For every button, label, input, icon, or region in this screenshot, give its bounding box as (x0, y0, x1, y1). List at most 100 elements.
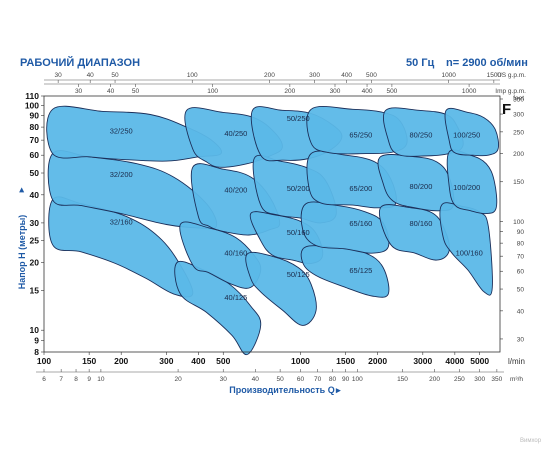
imp-gpm-tick-label: 200 (284, 88, 295, 95)
y-axis-arrow-icon: ▸ (16, 187, 26, 193)
region-65-125 (300, 245, 390, 298)
region-label-80-200: 80/200 (409, 182, 432, 191)
frequency-label: 50 Гц (406, 57, 435, 69)
bottom-tick-label: 150 (82, 356, 96, 366)
plot-frame (43, 95, 501, 353)
left-tick-label: 40 (30, 190, 40, 200)
x-axis-arrow-icon: ▸ (335, 385, 341, 395)
y-axis-title: Напор H (метры) (17, 215, 27, 290)
bottom-tick-label: 3000 (413, 356, 432, 366)
left-tick-label: 100 (25, 100, 39, 110)
bottom-tick-label: 400 (191, 356, 205, 366)
m3h-tick-label: 80 (329, 376, 337, 383)
us-gpm-tick-label: 400 (341, 72, 352, 79)
imp-gpm-tick-label: 300 (330, 88, 341, 95)
m3h-tick-label: 30 (220, 376, 228, 383)
region-label-100-160: 100/160 (456, 248, 483, 257)
region-label-80-250: 80/250 (409, 130, 432, 139)
us-gpm-unit-label: US g.p.m. (497, 72, 526, 79)
bottom-tick-label: 500 (216, 356, 230, 366)
right-tick-label: 350 (513, 96, 524, 103)
m3h-tick-label: 9 (87, 376, 91, 383)
imp-gpm-tick-label: 1000 (462, 88, 477, 95)
imp-gpm-axis: 30 40 50 100 200 300 400 500 1000 Imp g.p.m. (44, 83, 526, 95)
bottom-tick-label: 200 (114, 356, 128, 366)
right-tick-label: 50 (517, 287, 525, 294)
us-gpm-tick-label: 300 (309, 72, 320, 79)
right-tick-label: 30 (517, 336, 525, 343)
region-50-125 (245, 251, 317, 326)
left-tick-label: 90 (30, 111, 40, 121)
chart-title: РАБОЧИЙ ДИАПАЗОН (20, 56, 140, 69)
left-tick-label: 9 (34, 335, 39, 345)
m3h-tick-label: 100 (352, 376, 363, 383)
right-tick-label: 200 (513, 151, 524, 158)
imp-gpm-tick-label: 30 (75, 88, 83, 95)
left-tick-label: 25 (30, 236, 40, 246)
imp-gpm-tick-label: 400 (362, 88, 373, 95)
m3h-tick-label: 300 (474, 376, 485, 383)
left-tick-label: 80 (30, 122, 40, 132)
region-label-40-200: 40/200 (224, 185, 247, 194)
us-gpm-tick-label: 40 (87, 72, 95, 79)
x-axis-title: Производительность Q (229, 385, 334, 395)
region-label-65-125: 65/125 (349, 266, 372, 275)
flow-axis-lmin: 100 150 200 300 400 500 1000 1500 2000 3000 4000 50… (37, 352, 525, 366)
us-gpm-tick-label: 200 (264, 72, 275, 79)
left-tick-label: 60 (30, 150, 40, 160)
flow-axis-m3h: 6 7 8 9 10 20 30 40 50 60 70 80 90 100 150 200 250 300 350… (36, 369, 523, 383)
region-label-40-125: 40/125 (224, 293, 247, 302)
bottom-tick-label: 100 (37, 356, 51, 366)
bottom-tick-label: 1000 (291, 356, 310, 366)
region-label-40-250: 40/250 (224, 129, 247, 138)
operating-regions (46, 105, 500, 355)
imp-gpm-tick-label: 100 (207, 88, 218, 95)
right-tick-label: 90 (517, 229, 525, 236)
bottom-tick-label: 4000 (445, 356, 464, 366)
imp-gpm-tick-label: 40 (107, 88, 115, 95)
lmin-unit-label: l/min (508, 357, 525, 366)
region-80-160 (379, 204, 450, 261)
right-tick-label: 100 (513, 219, 524, 226)
m3h-tick-label: 6 (42, 376, 46, 383)
m3h-tick-label: 20 (174, 376, 182, 383)
range-letter: F (502, 101, 511, 118)
region-label-32-160: 32/160 (110, 218, 133, 227)
left-tick-label: 110 (25, 91, 39, 101)
us-gpm-tick-label: 30 (55, 72, 63, 79)
m3h-tick-label: 250 (454, 376, 465, 383)
right-tick-label: 250 (513, 129, 524, 136)
m3h-tick-label: 150 (397, 376, 408, 383)
region-label-65-200: 65/200 (349, 184, 372, 193)
bottom-tick-label: 300 (159, 356, 173, 366)
region-label-32-250: 32/250 (110, 126, 133, 135)
m3h-tick-label: 350 (491, 376, 502, 383)
region-label-100-200: 100/200 (453, 183, 480, 192)
m3h-tick-label: 50 (277, 376, 285, 383)
left-tick-label: 15 (30, 286, 40, 296)
left-tick-label: 50 (30, 168, 40, 178)
m3h-tick-label: 200 (429, 376, 440, 383)
bottom-tick-label: 1500 (336, 356, 355, 366)
region-65-160 (300, 201, 390, 254)
region-labels: 32/250 32/200 32/160 40/250 40/200 40/160 40/1… (110, 114, 483, 302)
right-tick-label: 80 (517, 241, 525, 248)
imp-gpm-unit-label: Imp g.p.m. (495, 88, 526, 95)
right-tick-label: 300 (513, 112, 524, 119)
bottom-tick-label: 5000 (470, 356, 489, 366)
right-tick-label: 60 (517, 269, 525, 276)
us-gpm-tick-label: 1500 (487, 72, 502, 79)
region-label-50-125: 50/125 (287, 270, 310, 279)
bottom-tick-label: 2000 (368, 356, 387, 366)
region-label-100-250: 100/250 (453, 130, 480, 139)
us-gpm-tick-label: 1000 (441, 72, 456, 79)
m3h-tick-label: 90 (342, 376, 350, 383)
left-tick-label: 8 (34, 347, 39, 357)
right-tick-label: 40 (517, 308, 525, 315)
m3h-unit-label: m³/h (510, 376, 523, 383)
region-label-50-250: 50/250 (287, 114, 310, 123)
